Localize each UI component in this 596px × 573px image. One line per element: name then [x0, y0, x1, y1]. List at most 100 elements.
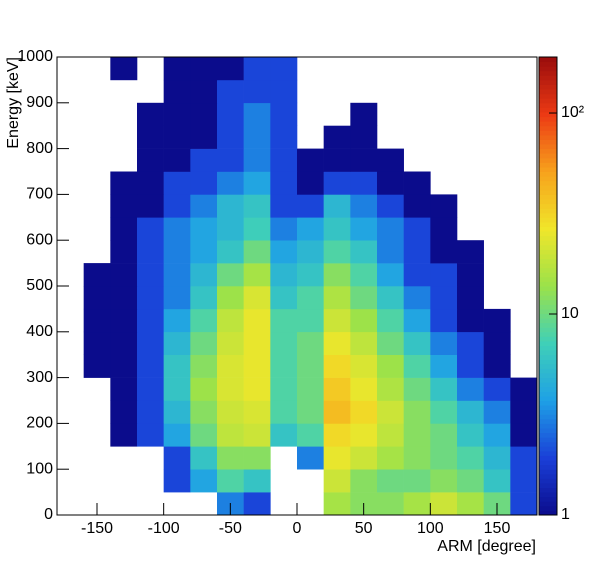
color-bar-step [539, 446, 557, 452]
cell [163, 331, 191, 355]
color-bar-step [539, 455, 557, 461]
color-bar-step [539, 144, 557, 150]
cell [163, 263, 191, 287]
z-tick-label: 10 [561, 305, 579, 322]
cell [350, 446, 378, 470]
cell [403, 469, 431, 493]
cell [510, 423, 538, 447]
color-bar-step [539, 322, 557, 328]
cell [350, 423, 378, 447]
cell [350, 400, 378, 424]
cell [217, 148, 244, 172]
cell [217, 263, 244, 287]
cell [510, 377, 538, 401]
color-bar-step [539, 331, 557, 337]
color-bar-step [539, 107, 557, 113]
cell [403, 263, 431, 287]
cell [403, 400, 431, 424]
color-bar-step [539, 111, 557, 118]
color-bar-step [539, 405, 557, 411]
cell [163, 171, 191, 195]
cell [403, 423, 431, 447]
cell [243, 286, 271, 310]
cell [190, 446, 218, 470]
cell [323, 492, 351, 516]
cell [350, 125, 378, 149]
cell [377, 286, 404, 310]
color-bar-step [539, 501, 557, 507]
cell [270, 263, 298, 287]
cell [323, 217, 351, 241]
y-tick-label: 300 [26, 369, 53, 386]
y-tick-label: 900 [26, 94, 53, 111]
color-bar-step [539, 373, 557, 379]
cell [510, 446, 538, 470]
cell [110, 240, 138, 264]
cell [297, 194, 324, 218]
color-bar-step [539, 153, 557, 159]
cell [323, 423, 351, 447]
color-bar-frame [538, 56, 558, 516]
cell [323, 263, 351, 287]
cell [270, 57, 298, 81]
cell [243, 125, 271, 149]
cell [110, 400, 138, 424]
color-bar-step [539, 121, 557, 127]
cell [323, 125, 351, 149]
color-bar-step [539, 166, 557, 172]
cell [377, 377, 404, 401]
cell [270, 79, 298, 104]
cell [297, 240, 324, 264]
cell [190, 125, 218, 149]
color-bar-step [539, 240, 557, 246]
cell [510, 400, 538, 424]
cell [163, 57, 191, 81]
cell [217, 125, 244, 149]
x-tick-label: -100 [148, 520, 180, 537]
cell [483, 331, 511, 355]
color-bar-step [539, 377, 557, 383]
color-bar-step [539, 336, 557, 342]
cell [270, 400, 298, 424]
y-tick-label: 800 [26, 140, 53, 157]
cell [163, 148, 191, 172]
cell [483, 308, 511, 333]
cell [270, 308, 298, 333]
cell [457, 286, 484, 310]
cell [110, 263, 138, 287]
color-bar-step [539, 171, 557, 177]
color-bar-step [539, 162, 557, 168]
color-bar-step [539, 340, 557, 347]
cell [430, 194, 458, 218]
cell [350, 148, 378, 172]
cell [163, 125, 191, 149]
cell [190, 194, 218, 218]
color-bar-step [539, 70, 557, 76]
cell [163, 446, 191, 470]
cell [297, 308, 324, 333]
cell [457, 263, 484, 287]
cell [270, 217, 298, 241]
color-bar-step [539, 157, 557, 163]
cell [323, 308, 351, 333]
cell [243, 194, 271, 218]
cell [350, 331, 378, 355]
color-bar-step [539, 469, 557, 475]
cell [457, 446, 484, 470]
x-tick-label: -150 [81, 520, 113, 537]
color-bar-step [539, 350, 557, 356]
cell [430, 400, 458, 424]
color-bar-step [539, 212, 557, 218]
cell [323, 446, 351, 470]
cell [243, 240, 271, 264]
cell [217, 194, 244, 218]
x-tick-label: 150 [484, 520, 511, 537]
cell [270, 125, 298, 149]
cell [110, 171, 138, 195]
cell [190, 240, 218, 264]
cell [243, 148, 271, 172]
color-bar-step [539, 286, 557, 292]
x-tick-label: 0 [293, 520, 302, 537]
cell [457, 354, 484, 378]
cell [163, 400, 191, 424]
